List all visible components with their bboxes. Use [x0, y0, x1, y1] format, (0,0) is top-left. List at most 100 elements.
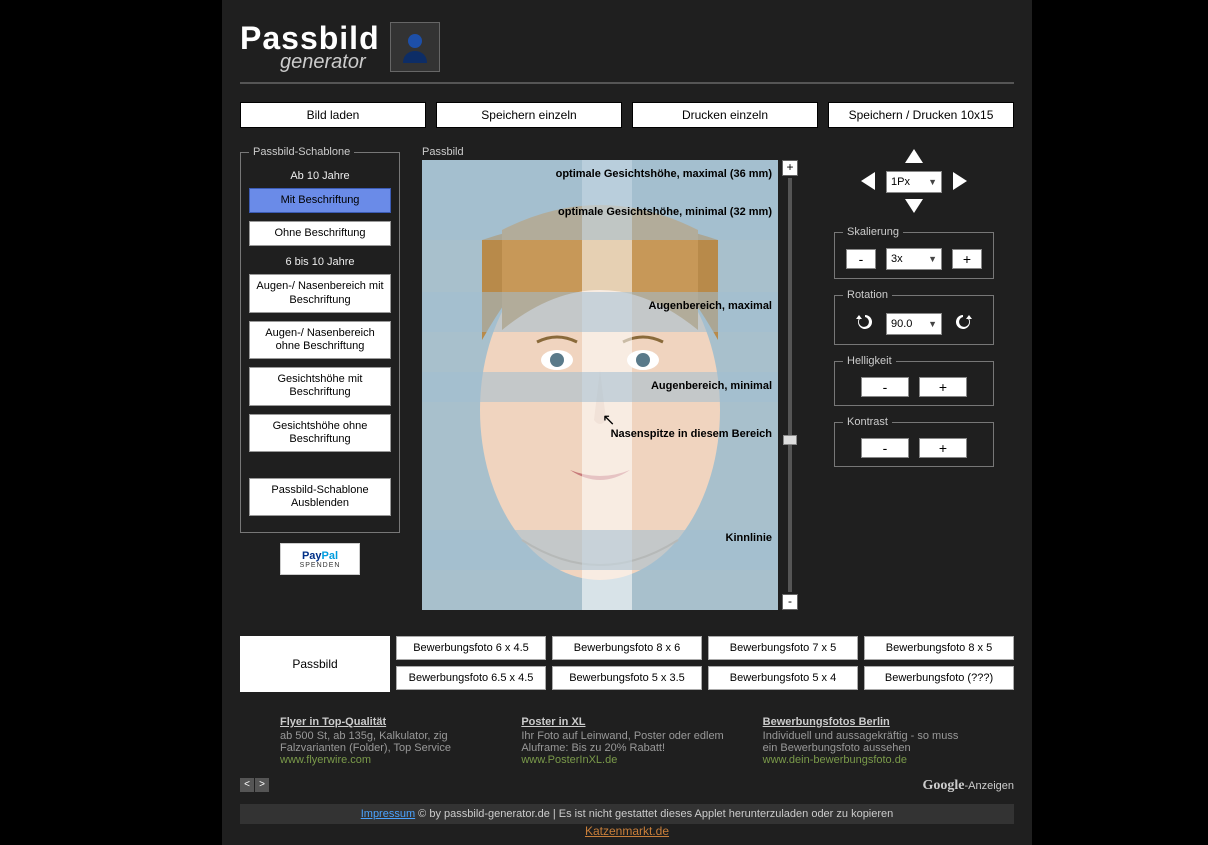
- zoom-out-button[interactable]: -: [782, 594, 798, 610]
- header-divider: [240, 82, 1014, 84]
- scale-plus-button[interactable]: +: [952, 249, 982, 269]
- ad-block: Flyer in Top-Qualität ab 500 St, ab 135g…: [280, 716, 491, 766]
- zoom-in-button[interactable]: +: [782, 160, 798, 176]
- app-container: Passbild generator Bild laden Speichern …: [222, 0, 1032, 845]
- contrast-legend: Kontrast: [843, 416, 892, 428]
- ad-body: Ihr Foto auf Leinwand, Poster oder edlem…: [521, 730, 723, 754]
- label-chin: Kinnlinie: [726, 532, 772, 544]
- passport-photo-canvas[interactable]: optimale Gesichtshöhe, maximal (36 mm) o…: [422, 160, 778, 610]
- face-height-with-labels-button[interactable]: Gesichtshöhe mit Beschriftung: [249, 367, 391, 405]
- ad-title[interactable]: Flyer in Top-Qualität: [280, 716, 491, 728]
- ad-title[interactable]: Bewerbungsfotos Berlin: [763, 716, 974, 728]
- format-button[interactable]: Bewerbungsfoto 6.5 x 4.5: [396, 666, 546, 690]
- katzenmarkt-link[interactable]: Katzenmarkt.de: [585, 824, 669, 838]
- rotation-fieldset: Rotation 90.0 ▼: [834, 289, 994, 345]
- face-height-without-labels-button[interactable]: Gesichtshöhe ohne Beschriftung: [249, 414, 391, 452]
- save-print-10x15-button[interactable]: Speichern / Drucken 10x15: [828, 102, 1014, 128]
- format-button[interactable]: Bewerbungsfoto 7 x 5: [708, 636, 858, 660]
- rotate-ccw-button[interactable]: [854, 311, 876, 336]
- format-button[interactable]: Bewerbungsfoto 8 x 6: [552, 636, 702, 660]
- logo-icon: [390, 22, 440, 72]
- move-step-select[interactable]: 1Px ▼: [886, 171, 942, 193]
- template-panel: Passbild-Schablone Ab 10 Jahre Mit Besch…: [240, 146, 400, 610]
- age-group-10plus-label: Ab 10 Jahre: [249, 170, 391, 182]
- move-down-button[interactable]: [903, 195, 925, 218]
- photo-panel: Passbild: [422, 146, 812, 610]
- move-right-button[interactable]: [949, 170, 969, 195]
- ad-link[interactable]: www.dein-bewerbungsfoto.de: [763, 754, 907, 766]
- logo-subtitle: generator: [280, 51, 380, 74]
- google-suffix: -Anzeigen: [964, 780, 1014, 792]
- top-toolbar: Bild laden Speichern einzeln Drucken ein…: [240, 102, 1014, 128]
- ad-next-button[interactable]: >: [255, 778, 269, 792]
- chevron-down-icon: ▼: [928, 254, 937, 264]
- controls-panel: 1Px ▼ Skalierung - 3x ▼ + Rotation: [834, 146, 994, 610]
- ad-block: Poster in XL Ihr Foto auf Leinwand, Post…: [521, 716, 732, 766]
- format-button[interactable]: Bewerbungsfoto 5 x 4: [708, 666, 858, 690]
- format-selector: Passbild Bewerbungsfoto 6 x 4.5 Bewerbun…: [240, 636, 1014, 692]
- brightness-minus-button[interactable]: -: [861, 377, 909, 397]
- scale-legend: Skalierung: [843, 226, 903, 238]
- template-with-labels-button[interactable]: Mit Beschriftung: [249, 188, 391, 213]
- label-nose: Nasenspitze in diesem Bereich: [611, 428, 772, 440]
- format-button[interactable]: Bewerbungsfoto (???): [864, 666, 1014, 690]
- print-single-button[interactable]: Drucken einzeln: [632, 102, 818, 128]
- contrast-minus-button[interactable]: -: [861, 438, 909, 458]
- scale-select[interactable]: 3x ▼: [886, 248, 942, 270]
- ads-by-google: Google-Anzeigen: [240, 778, 1014, 794]
- format-passbild-tab[interactable]: Passbild: [240, 636, 390, 692]
- contrast-fieldset: Kontrast - +: [834, 416, 994, 467]
- hide-template-button[interactable]: Passbild-Schablone Ausblenden: [249, 478, 391, 516]
- copyright-text: © by passbild-generator.de | Es ist nich…: [415, 808, 893, 820]
- rotation-value: 90.0: [891, 318, 912, 330]
- eyes-nose-with-labels-button[interactable]: Augen-/ Nasenbereich mit Beschriftung: [249, 274, 391, 312]
- label-eye-max: Augenbereich, maximal: [649, 300, 773, 312]
- header: Passbild generator: [240, 20, 1014, 74]
- zoom-thumb[interactable]: [783, 435, 797, 445]
- scale-value: 3x: [891, 253, 903, 265]
- rotate-cw-button[interactable]: [952, 311, 974, 336]
- ad-prev-button[interactable]: <: [240, 778, 254, 792]
- label-eye-min: Augenbereich, minimal: [651, 380, 772, 392]
- move-up-button[interactable]: [903, 147, 925, 170]
- ads-row: Flyer in Top-Qualität ab 500 St, ab 135g…: [240, 716, 1014, 766]
- contrast-plus-button[interactable]: +: [919, 438, 967, 458]
- impressum-link[interactable]: Impressum: [361, 808, 415, 820]
- eyes-nose-without-labels-button[interactable]: Augen-/ Nasenbereich ohne Beschriftung: [249, 321, 391, 359]
- scale-fieldset: Skalierung - 3x ▼ +: [834, 226, 994, 279]
- photo-label: Passbild: [422, 146, 812, 158]
- move-step-value: 1Px: [891, 176, 910, 188]
- ad-body: ab 500 St, ab 135g, Kalkulator, zig Falz…: [280, 730, 451, 754]
- label-min-face: optimale Gesichtshöhe, minimal (32 mm): [558, 206, 772, 218]
- brightness-plus-button[interactable]: +: [919, 377, 967, 397]
- template-without-labels-button[interactable]: Ohne Beschriftung: [249, 221, 391, 246]
- rotation-legend: Rotation: [843, 289, 892, 301]
- save-single-button[interactable]: Speichern einzeln: [436, 102, 622, 128]
- logo-text: Passbild generator: [240, 20, 380, 74]
- format-button[interactable]: Bewerbungsfoto 6 x 4.5: [396, 636, 546, 660]
- nose-arrow-icon: ↖: [602, 410, 615, 430]
- paypal-logo: PayPal: [302, 550, 338, 562]
- format-button[interactable]: Bewerbungsfoto 5 x 3.5: [552, 666, 702, 690]
- chevron-down-icon: ▼: [928, 319, 937, 329]
- ad-title[interactable]: Poster in XL: [521, 716, 732, 728]
- paypal-donate-button[interactable]: PayPal SPENDEN: [280, 543, 360, 575]
- brightness-legend: Helligkeit: [843, 355, 896, 367]
- chevron-down-icon: ▼: [928, 177, 937, 187]
- move-left-button[interactable]: [859, 170, 879, 195]
- load-image-button[interactable]: Bild laden: [240, 102, 426, 128]
- ad-link[interactable]: www.flyerwire.com: [280, 754, 371, 766]
- scale-minus-button[interactable]: -: [846, 249, 876, 269]
- ad-link[interactable]: www.PosterInXL.de: [521, 754, 617, 766]
- template-legend: Passbild-Schablone: [249, 146, 354, 158]
- footer-link-row: Katzenmarkt.de: [240, 824, 1014, 838]
- move-dpad: 1Px ▼: [854, 146, 974, 218]
- overlay-eye-max: [422, 292, 778, 332]
- footer: Impressum © by passbild-generator.de | E…: [240, 804, 1014, 824]
- brightness-fieldset: Helligkeit - +: [834, 355, 994, 406]
- format-button[interactable]: Bewerbungsfoto 8 x 5: [864, 636, 1014, 660]
- rotation-select[interactable]: 90.0 ▼: [886, 313, 942, 335]
- google-logo-text: Google: [922, 778, 964, 793]
- age-group-6-10-label: 6 bis 10 Jahre: [249, 256, 391, 268]
- zoom-track[interactable]: [788, 178, 792, 592]
